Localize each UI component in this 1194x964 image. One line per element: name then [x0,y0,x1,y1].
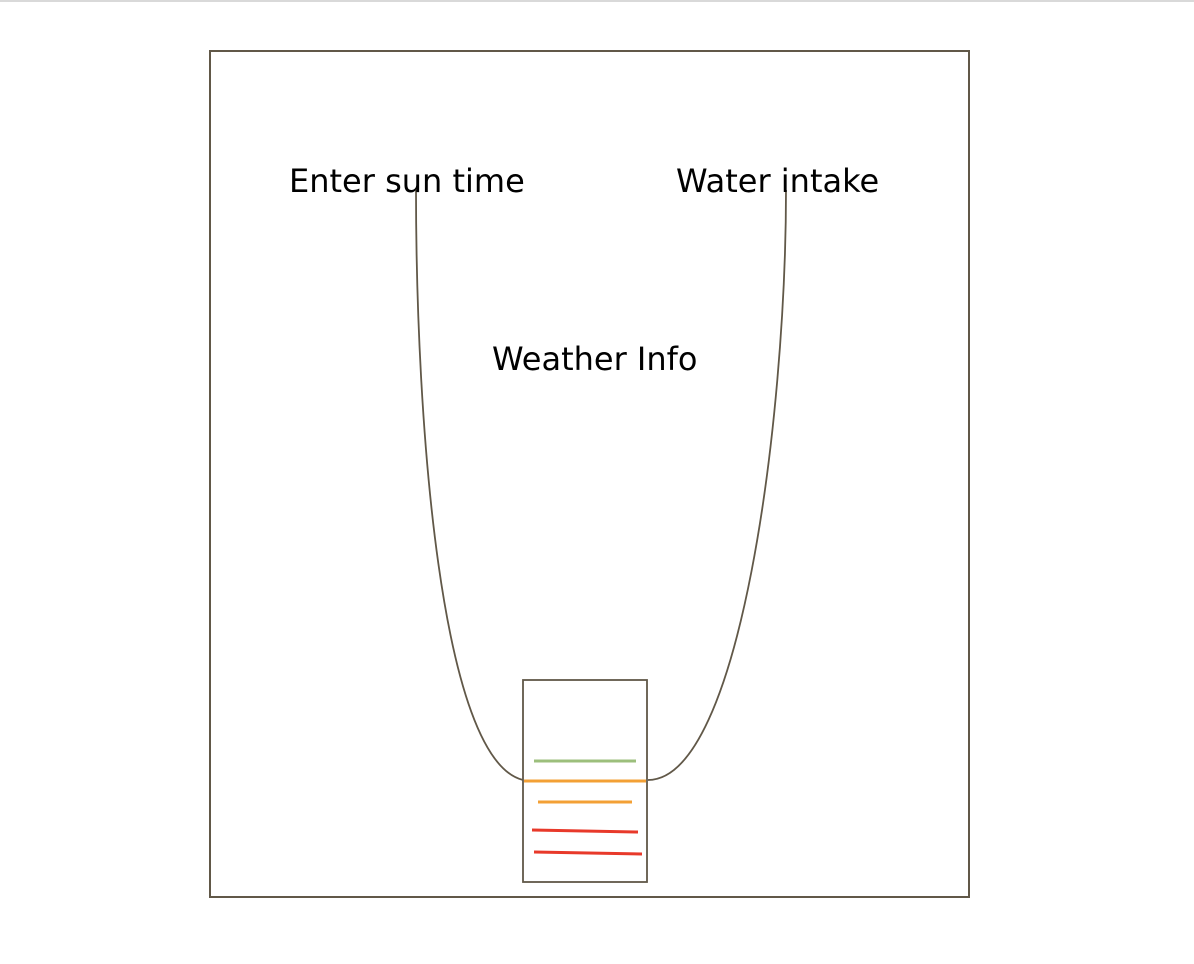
weather-info-label: Weather Info [492,340,698,378]
water-intake-label: Water intake [676,162,880,200]
gauge-box [522,679,648,883]
level-line-red-2 [533,850,643,856]
right-connector-curve [647,189,787,781]
level-line-red-1 [531,828,639,834]
left-connector-curve [415,189,524,781]
sun-time-label: Enter sun time [289,162,525,200]
top-border [0,0,1194,2]
outer-frame [209,50,970,898]
